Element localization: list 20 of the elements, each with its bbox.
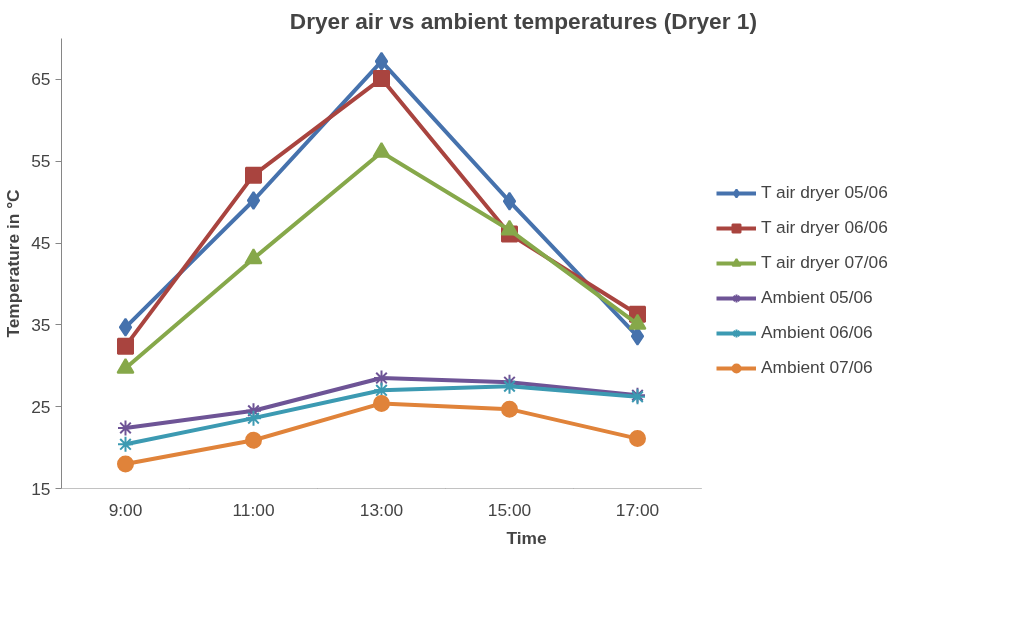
x-tick-label: 15:00: [487, 499, 532, 520]
legend-label: Ambient 05/06: [761, 287, 873, 308]
x-tick-label: 17:00: [615, 499, 660, 520]
y-axis-title: Temperature in °C: [3, 188, 24, 338]
y-tick-label: 25: [31, 396, 51, 417]
legend-label: T air dryer 07/06: [761, 252, 888, 273]
y-tick-label: 55: [31, 151, 51, 172]
y-tick-label: 65: [31, 69, 51, 90]
x-axis-title: Time: [506, 527, 547, 548]
chart-title: Dryer air vs ambient temperatures (Dryer 1): [289, 7, 757, 34]
legend-label: Ambient 07/06: [761, 357, 873, 378]
legend-label: Ambient 06/06: [761, 322, 873, 343]
y-tick-label: 45: [31, 233, 51, 254]
x-tick-label: 11:00: [232, 499, 275, 520]
x-tick-label: 13:00: [359, 499, 404, 520]
y-tick-label: 15: [31, 478, 51, 499]
legend-label: T air dryer 06/06: [761, 217, 888, 238]
legend-label: T air dryer 05/06: [761, 182, 888, 203]
x-tick-label: 9:00: [108, 499, 143, 520]
y-tick-label: 35: [31, 314, 51, 335]
